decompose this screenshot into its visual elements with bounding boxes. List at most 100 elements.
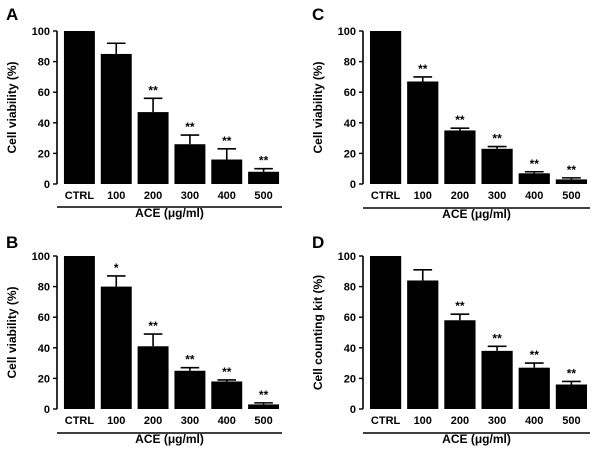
bar bbox=[174, 144, 206, 184]
x-tick-label: 400 bbox=[525, 190, 543, 202]
y-tick-label: 100 bbox=[338, 26, 356, 38]
x-tick-label: 300 bbox=[488, 190, 506, 202]
bar bbox=[444, 130, 476, 184]
bar bbox=[369, 31, 402, 184]
bar bbox=[481, 350, 513, 409]
bar bbox=[555, 179, 588, 184]
bar bbox=[407, 81, 439, 184]
y-axis-label: Cell viability (%) bbox=[5, 61, 19, 153]
bar bbox=[211, 159, 243, 184]
significance-marker: ** bbox=[530, 157, 540, 171]
y-tick-label: 20 bbox=[344, 373, 356, 385]
significance-marker: * bbox=[114, 261, 119, 275]
significance-marker: ** bbox=[222, 365, 232, 379]
x-tick-label: 400 bbox=[525, 415, 543, 427]
y-tick-label: 100 bbox=[32, 26, 50, 38]
bar bbox=[137, 112, 169, 184]
y-tick-label: 100 bbox=[338, 251, 356, 263]
bar bbox=[174, 370, 206, 409]
significance-marker: ** bbox=[455, 113, 465, 127]
x-tick-label: CTRL bbox=[371, 190, 401, 202]
significance-marker: ** bbox=[259, 388, 269, 402]
x-tick-label: 500 bbox=[562, 190, 580, 202]
y-tick-label: 80 bbox=[38, 57, 50, 69]
y-tick-label: 60 bbox=[38, 87, 50, 99]
y-axis-label: Cell viability (%) bbox=[5, 286, 19, 378]
x-tick-label: CTRL bbox=[65, 190, 95, 202]
y-tick-label: 80 bbox=[38, 282, 50, 294]
x-tick-label: CTRL bbox=[65, 415, 95, 427]
y-tick-label: 40 bbox=[344, 343, 356, 355]
bar bbox=[369, 256, 402, 409]
panel-a: A 0 20 40 60 80 100 Cell viability (%) CTRL 100 **… bbox=[5, 5, 282, 220]
bar bbox=[555, 384, 588, 409]
x-tick-label: 400 bbox=[218, 415, 236, 427]
bar bbox=[518, 367, 550, 409]
bar bbox=[211, 381, 243, 409]
y-tick-label: 0 bbox=[350, 404, 356, 416]
x-tick-label: 300 bbox=[181, 190, 199, 202]
y-tick-label: 20 bbox=[38, 148, 50, 160]
y-tick-label: 60 bbox=[38, 312, 50, 324]
significance-marker: ** bbox=[492, 132, 502, 146]
y-axis-label: Cell viability (%) bbox=[311, 61, 325, 153]
x-tick-label: 500 bbox=[562, 415, 580, 427]
x-tick-label: 300 bbox=[488, 415, 506, 427]
panel-letter: C bbox=[312, 5, 324, 24]
bar bbox=[137, 346, 169, 409]
significance-marker: ** bbox=[185, 353, 195, 367]
bar bbox=[100, 286, 132, 409]
x-axis-label: ACE (μg/ml) bbox=[135, 432, 204, 446]
y-tick-label: 80 bbox=[344, 282, 356, 294]
panel-letter: A bbox=[6, 5, 18, 24]
x-tick-label: 100 bbox=[107, 415, 125, 427]
y-tick-label: 20 bbox=[38, 373, 50, 385]
bar bbox=[481, 148, 513, 184]
panel-c: C 0 20 40 60 80 100 Cell viability (%) CTRL ** 100… bbox=[311, 5, 590, 221]
y-tick-label: 0 bbox=[44, 404, 50, 416]
x-axis-label: ACE (μg/ml) bbox=[442, 207, 511, 221]
x-tick-label: 500 bbox=[254, 415, 272, 427]
y-axis-label: Cell counting kit (%) bbox=[311, 275, 325, 390]
panel-b: B 0 20 40 60 80 100 Cell viability (%) CTRL * 100 *… bbox=[5, 233, 282, 446]
y-tick-label: 60 bbox=[344, 87, 356, 99]
bar bbox=[248, 404, 280, 409]
x-tick-label: CTRL bbox=[371, 415, 401, 427]
bar bbox=[100, 53, 132, 185]
x-tick-label: 100 bbox=[107, 190, 125, 202]
y-tick-label: 80 bbox=[344, 57, 356, 69]
bar bbox=[63, 256, 95, 409]
x-tick-label: 200 bbox=[144, 415, 162, 427]
significance-marker: ** bbox=[455, 299, 465, 313]
bar bbox=[444, 320, 476, 409]
significance-marker: ** bbox=[222, 134, 232, 148]
x-tick-label: 100 bbox=[414, 415, 432, 427]
bar bbox=[518, 173, 550, 184]
bar bbox=[248, 171, 280, 184]
x-tick-label: 200 bbox=[451, 190, 469, 202]
panel-d: D 0 20 40 60 80 100 Cell counting kit (%) CTRL 10… bbox=[311, 233, 590, 446]
x-tick-label: 300 bbox=[181, 415, 199, 427]
significance-marker: ** bbox=[259, 154, 269, 168]
panel-letter: B bbox=[6, 233, 18, 252]
y-tick-label: 100 bbox=[32, 251, 50, 263]
significance-marker: ** bbox=[530, 348, 540, 362]
x-tick-label: 500 bbox=[254, 190, 272, 202]
panel-letter: D bbox=[312, 233, 324, 252]
y-tick-label: 20 bbox=[344, 148, 356, 160]
bar bbox=[407, 280, 439, 409]
significance-marker: ** bbox=[148, 83, 158, 97]
significance-marker: ** bbox=[492, 331, 502, 345]
significance-marker: ** bbox=[567, 366, 577, 380]
x-tick-label: 100 bbox=[414, 190, 432, 202]
x-axis-label: ACE (μg/ml) bbox=[442, 432, 511, 446]
significance-marker: ** bbox=[185, 120, 195, 134]
y-tick-label: 40 bbox=[38, 118, 50, 130]
x-tick-label: 200 bbox=[144, 190, 162, 202]
y-tick-label: 0 bbox=[44, 179, 50, 191]
significance-marker: ** bbox=[418, 62, 428, 76]
x-tick-label: 200 bbox=[451, 415, 469, 427]
y-tick-label: 40 bbox=[344, 118, 356, 130]
y-tick-label: 40 bbox=[38, 343, 50, 355]
